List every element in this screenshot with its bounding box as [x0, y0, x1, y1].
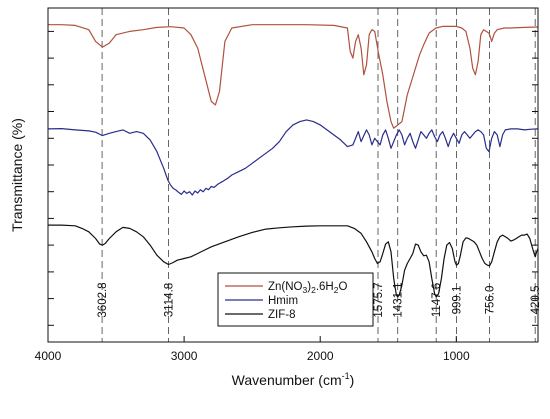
- x-tick-label: 2000: [307, 349, 334, 363]
- peak-label: 420.5: [530, 286, 542, 315]
- legend-label-zn: Zn(NO3)2.6H2O: [268, 281, 347, 295]
- peak-lines: [101, 8, 536, 342]
- series-line-0: [48, 24, 539, 129]
- peak-label: 1431.1: [393, 282, 405, 317]
- peak-label: 1575.7: [373, 282, 385, 317]
- peak-label: 1147.6: [431, 283, 443, 317]
- x-tick-label: 3000: [171, 349, 198, 363]
- x-axis-label: Wavenumber (cm-1): [232, 371, 355, 388]
- x-tick-label: 4000: [35, 349, 62, 363]
- series-lines: [47, 24, 539, 298]
- peak-label: 3114.8: [164, 283, 176, 317]
- x-axis-ticks: 4000 3000 2000 1000: [35, 336, 470, 363]
- legend-label-zif8: ZIF-8: [268, 309, 295, 321]
- legend: Zn(NO3)2.6H2O Hmim ZIF-8: [217, 272, 374, 327]
- peak-label: 999.1: [452, 286, 464, 315]
- x-tick-label: 1000: [443, 349, 470, 363]
- y-axis-ticks: [48, 30, 538, 326]
- series-line-1: [47, 119, 539, 196]
- peak-label: 3602.8: [97, 282, 109, 317]
- peak-label: 756.0: [485, 286, 497, 315]
- peak-labels: 3602.8 3114.8 1575.7 1431.1 1147.6 999.1 756.0…: [97, 282, 542, 317]
- series-line-2: [48, 224, 539, 298]
- plot-frame: [47, 7, 539, 343]
- legend-label-hmim: Hmim: [268, 295, 298, 307]
- y-axis-label: Transmittance (%): [9, 118, 25, 232]
